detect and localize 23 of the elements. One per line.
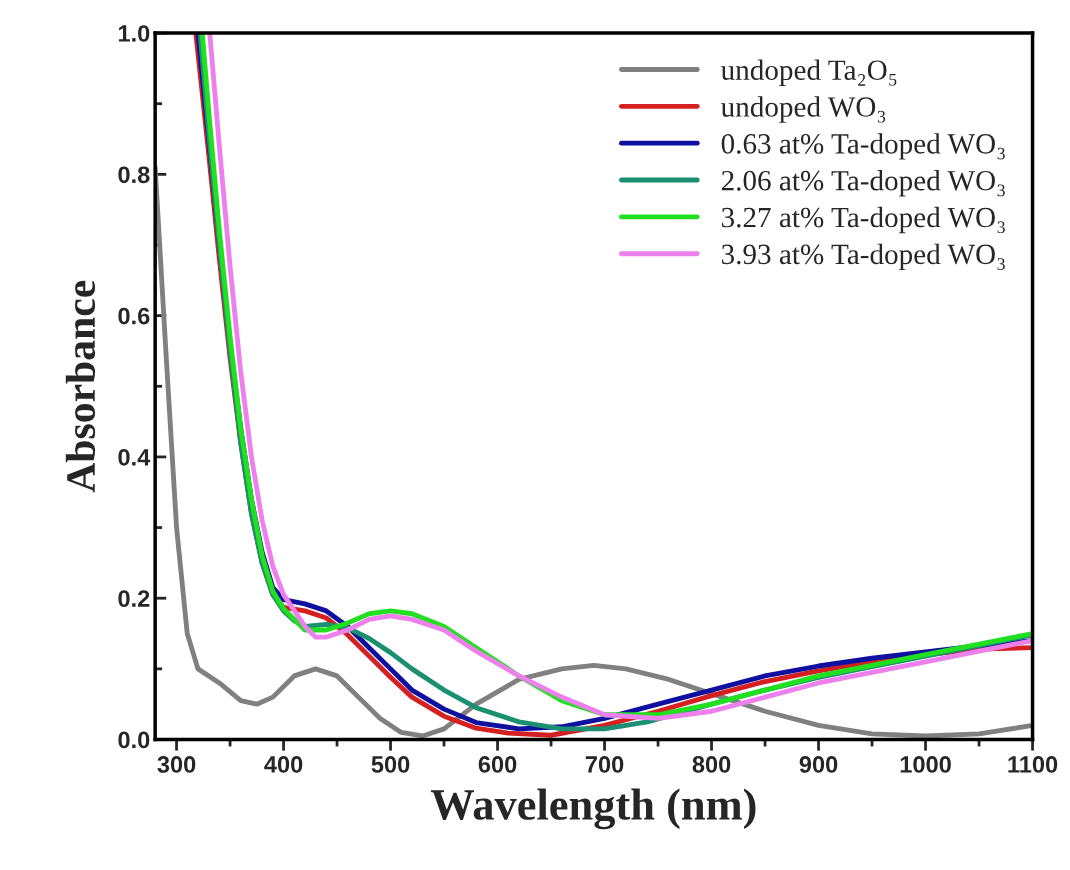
- legend-label: 2.06 at% Ta-doped WO₃: [721, 170, 1005, 197]
- x-tick-label: 900: [799, 756, 838, 773]
- y-tick-label: 0.0: [118, 731, 150, 749]
- x-tick-label: 500: [371, 756, 410, 773]
- y-tick-label: 0.8: [118, 166, 150, 184]
- x-tick-label: 600: [478, 756, 517, 773]
- x-tick-label: 1000: [900, 756, 951, 773]
- x-tick-label: 1100: [1008, 756, 1058, 773]
- legend-label: 3.27 at% Ta-doped WO₃: [721, 206, 1005, 234]
- x-axis-title: Wavelength (nm): [430, 788, 756, 830]
- y-tick-label: 0.4: [118, 448, 151, 466]
- y-axis-title: Absorbance: [65, 280, 96, 493]
- x-tick-label: 800: [692, 756, 731, 773]
- legend-label: undoped WO₃: [720, 96, 886, 123]
- y-tick-label: 0.6: [118, 307, 150, 325]
- x-tick-label: 400: [264, 756, 303, 773]
- y-tick-label: 1.0: [118, 25, 150, 42]
- legend-label: 0.63 at% Ta-doped WO₃: [721, 133, 1005, 160]
- legend-label: 3.93 at% Ta-doped WO₃: [721, 243, 1005, 271]
- x-tick-label: 700: [585, 756, 624, 773]
- x-tick-label: 300: [157, 756, 196, 773]
- y-tick-label: 0.2: [118, 590, 150, 607]
- legend-label: undoped Ta₂O₅: [720, 59, 897, 86]
